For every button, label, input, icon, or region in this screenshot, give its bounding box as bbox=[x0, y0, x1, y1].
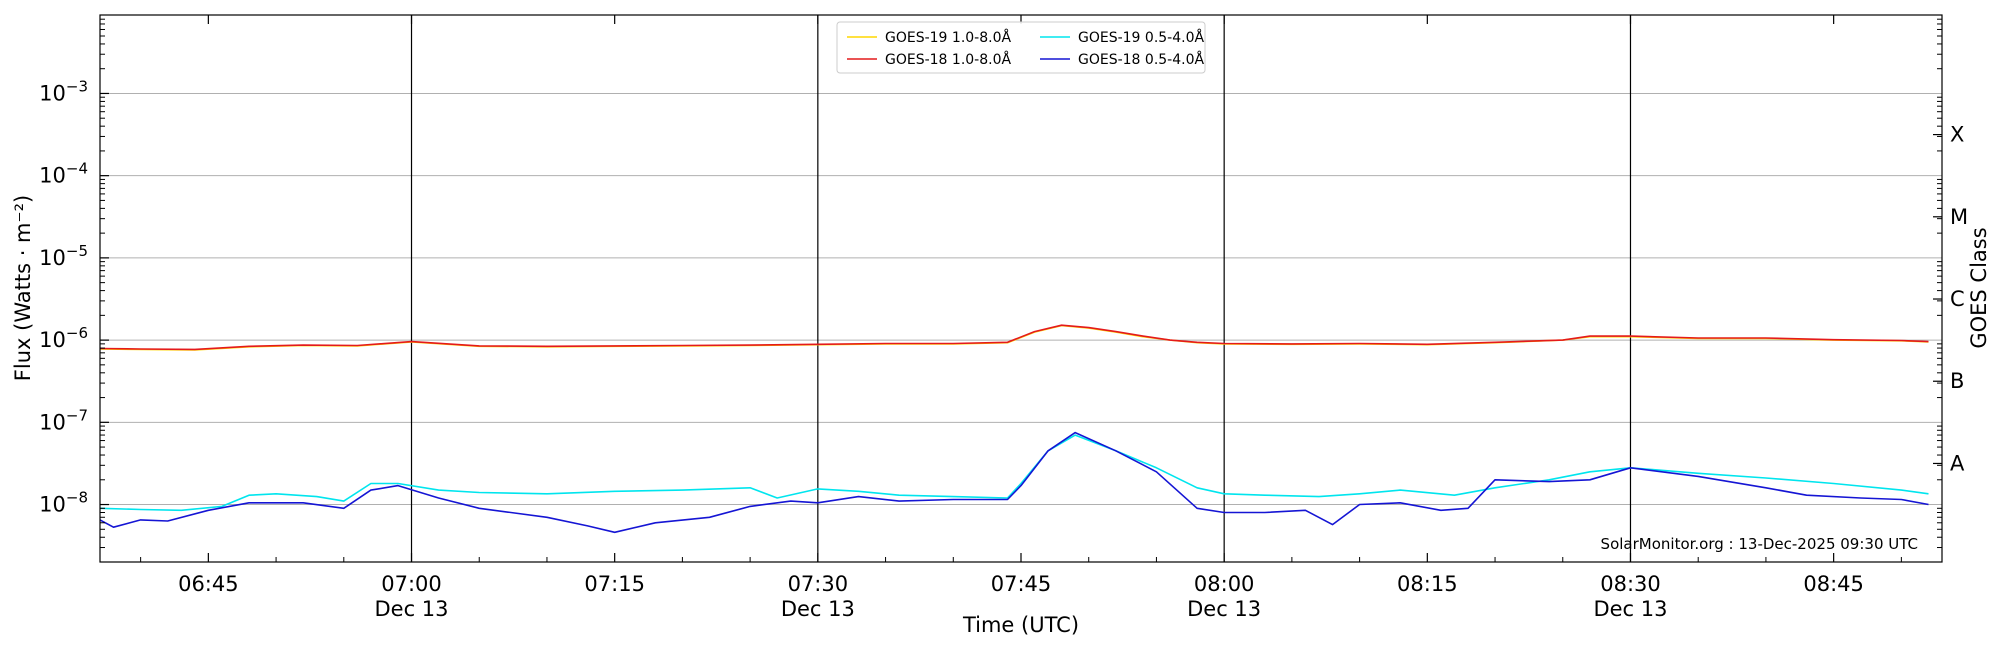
legend: GOES-19 1.0-8.0Å GOES-18 1.0-8.0Å GOES-19 … bbox=[836, 21, 1206, 74]
x-tick-date-label: Dec 13 bbox=[781, 597, 855, 621]
x-tick-label: 08:15 bbox=[1397, 572, 1458, 596]
goes-class-label: M bbox=[1950, 205, 1968, 229]
x-tick-label: 07:45 bbox=[991, 572, 1052, 596]
goes-class-label: B bbox=[1950, 369, 1964, 393]
y-axis-right-label: GOES Class bbox=[1967, 227, 1991, 348]
y-tick-base: 10 bbox=[39, 493, 66, 517]
x-tick-label: 06:45 bbox=[178, 572, 239, 596]
x-tick-label: 08:45 bbox=[1803, 572, 1864, 596]
series-line bbox=[99, 324, 1929, 351]
x-axis-label: Time (UTC) bbox=[962, 613, 1079, 637]
y-tick-label: 10−4 bbox=[39, 160, 88, 188]
goes-class-label: C bbox=[1950, 287, 1965, 311]
source-annotation: SolarMonitor.org : 13-Dec-2025 09:30 UTC bbox=[1601, 535, 1918, 553]
vertical-day-lines bbox=[410, 15, 1632, 562]
y-axis-ticks: 10−810−710−610−510−410−3 bbox=[39, 18, 1942, 549]
y-tick-exponent: −4 bbox=[66, 160, 88, 178]
series-line bbox=[99, 434, 1929, 512]
x-tick-date-label: Dec 13 bbox=[1187, 597, 1261, 621]
x-tick-date-label: Dec 13 bbox=[374, 597, 448, 621]
y-tick-base: 10 bbox=[39, 164, 66, 188]
grid-layer bbox=[100, 92, 1942, 506]
series-line bbox=[99, 431, 1929, 534]
y-tick-base: 10 bbox=[39, 246, 66, 270]
y-tick-exponent: −5 bbox=[66, 242, 88, 260]
legend-items: GOES-19 1.0-8.0Å GOES-18 1.0-8.0Å GOES-19 … bbox=[847, 29, 1204, 68]
y-tick-exponent: −6 bbox=[66, 324, 88, 342]
goes-class-label: X bbox=[1950, 123, 1964, 147]
goes-class-label: A bbox=[1950, 451, 1965, 475]
x-tick-label: 07:00 bbox=[381, 572, 442, 596]
x-tick-label: 08:00 bbox=[1194, 572, 1255, 596]
y-tick-label: 10−7 bbox=[39, 406, 88, 434]
legend-entry-label: GOES-19 0.5-4.0Å bbox=[1078, 29, 1204, 46]
legend-entry-label: GOES-18 0.5-4.0Å bbox=[1078, 51, 1204, 68]
y-tick-label: 10−8 bbox=[39, 489, 88, 517]
y-tick-exponent: −8 bbox=[66, 489, 88, 507]
goes-class-labels: A B C M X bbox=[1933, 123, 1968, 475]
x-tick-date-label: Dec 13 bbox=[1593, 597, 1667, 621]
y-axis-label: Flux (Watts · m⁻²) bbox=[11, 195, 35, 381]
x-tick-label: 07:15 bbox=[584, 572, 645, 596]
x-tick-label: 07:30 bbox=[788, 572, 849, 596]
y-tick-label: 10−3 bbox=[39, 77, 88, 105]
y-tick-base: 10 bbox=[39, 81, 66, 105]
legend-entry-label: GOES-18 1.0-8.0Å bbox=[885, 51, 1011, 68]
x-tick-label: 08:30 bbox=[1600, 572, 1661, 596]
y-tick-exponent: −3 bbox=[66, 77, 88, 95]
legend-box bbox=[836, 21, 1206, 74]
y-tick-exponent: −7 bbox=[66, 406, 88, 424]
y-tick-base: 10 bbox=[39, 410, 66, 434]
y-tick-label: 10−6 bbox=[39, 324, 88, 352]
legend-entry-label: GOES-19 1.0-8.0Å bbox=[885, 29, 1011, 46]
series-layer bbox=[99, 324, 1929, 534]
y-tick-base: 10 bbox=[39, 328, 66, 352]
y-tick-label: 10−5 bbox=[39, 242, 88, 270]
